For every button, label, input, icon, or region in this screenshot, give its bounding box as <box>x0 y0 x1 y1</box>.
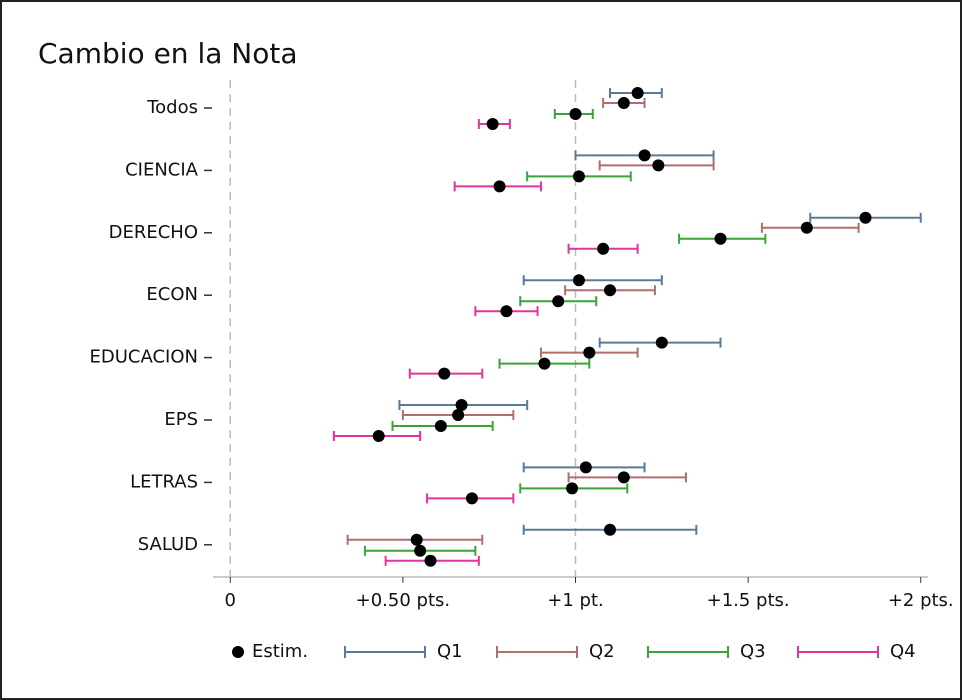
estimate-dot <box>465 492 478 505</box>
estimate-dot <box>652 159 665 172</box>
chart-title: Cambio en la Nota <box>38 37 298 70</box>
estimate-dot <box>372 430 385 442</box>
estimate-dot <box>617 471 630 484</box>
y-tick-label: ECON <box>146 284 198 305</box>
estimate-dot <box>424 554 437 567</box>
estimate-dot <box>434 420 447 432</box>
estimate-dot <box>569 108 582 120</box>
estimate-dot <box>438 367 451 380</box>
estimate-dot <box>410 533 423 546</box>
estimate-dot <box>859 211 872 224</box>
legend-label: Q4 <box>890 641 916 662</box>
legend-dot <box>232 646 244 658</box>
estimate-dot <box>604 523 617 536</box>
legend-label: Q2 <box>589 641 615 662</box>
y-tick-label: Todos <box>146 97 198 118</box>
estimate-dot <box>500 305 513 318</box>
legend-label: Estim. <box>252 641 308 662</box>
estimate-dot <box>597 242 610 255</box>
y-tick-label: SALUD <box>138 534 198 555</box>
estimate-dot <box>655 336 668 349</box>
x-tick-label: +1.5 pts. <box>707 590 790 611</box>
estimate-dot <box>583 346 596 359</box>
estimate-dot <box>452 409 465 421</box>
estimate-dot <box>604 284 617 297</box>
estimate-dot <box>572 274 585 287</box>
estimate-dot <box>617 97 630 109</box>
x-tick-label: +0.50 pts. <box>356 590 450 611</box>
estimate-dot <box>493 180 506 193</box>
estimate-dot <box>455 399 468 411</box>
estimate-dot <box>566 482 579 495</box>
y-tick-label: CIENCIA <box>125 159 199 180</box>
estimate-dot <box>538 357 551 370</box>
estimate-dot <box>631 87 644 99</box>
legend-label: Q3 <box>740 641 766 662</box>
x-tick-label: +2 pts. <box>888 590 954 611</box>
estimate-dot <box>486 118 499 130</box>
y-tick-label: DERECHO <box>109 222 198 243</box>
legend-label: Q1 <box>437 641 463 662</box>
estimate-dot <box>414 544 427 557</box>
x-tick-label: 0 <box>225 590 236 611</box>
x-tick-label: +1 pt. <box>547 590 603 611</box>
estimate-dot <box>714 232 727 245</box>
estimate-dot <box>572 170 585 183</box>
y-tick-label: LETRAS <box>130 471 198 492</box>
estimate-dot <box>579 461 592 474</box>
estimate-dot <box>552 295 565 308</box>
y-tick-label: EDUCACION <box>90 347 198 368</box>
y-tick-label: EPS <box>164 409 198 430</box>
error-bar <box>522 275 663 286</box>
estimate-dot <box>638 149 651 162</box>
estimate-dot <box>800 221 813 234</box>
